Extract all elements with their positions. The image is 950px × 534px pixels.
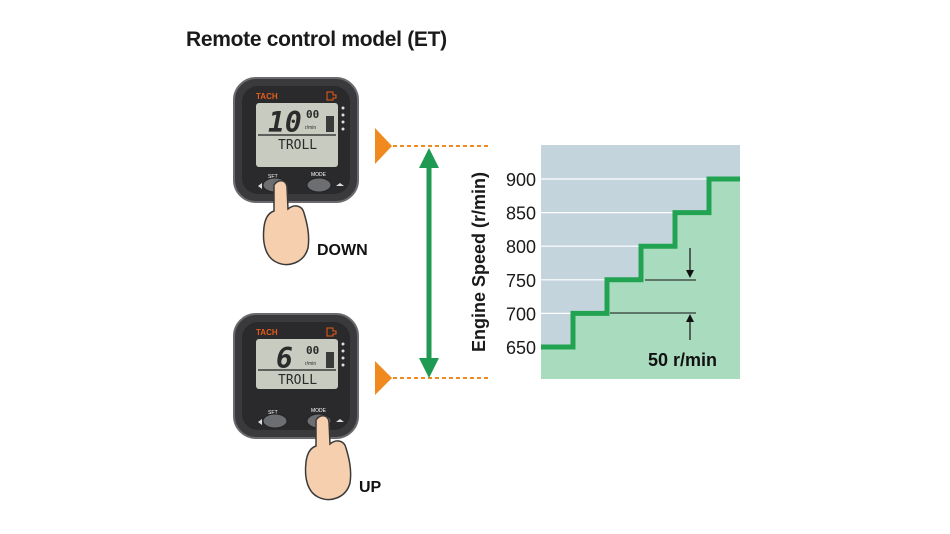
tachometer-gauge-bottom: TACH 6 00 r/min TROLL SET MODE: [233, 313, 359, 439]
indicator-dots: [341, 106, 345, 131]
up-arrow-icon: [336, 419, 344, 422]
down-arrow-icon: [258, 183, 262, 189]
set-button[interactable]: [262, 413, 288, 429]
engine-speed-step-chart: 900 850 800 750 700 650: [506, 145, 740, 379]
up-arrow-icon: [336, 183, 344, 186]
engine-icon: [326, 327, 337, 337]
up-label: UP: [359, 479, 382, 496]
y-tick-label: 700: [506, 304, 536, 324]
mode-display: TROLL: [278, 138, 317, 153]
pressing-hand-icon-top: [262, 180, 310, 266]
mode-button-label: MODE: [311, 172, 327, 178]
diagram-title: Remote control model (ET): [186, 28, 447, 51]
rpm-unit: r/min: [305, 125, 316, 131]
rpm-unit: r/min: [305, 361, 316, 367]
y-tick-label: 650: [506, 338, 536, 358]
rpm-small-digits: 00: [306, 108, 319, 121]
marker-triangle-top: [375, 128, 392, 164]
y-tick-label: 850: [506, 204, 536, 224]
y-tick-label: 800: [506, 237, 536, 257]
marker-triangle-bottom: [375, 361, 392, 395]
set-button-label: SET: [268, 410, 278, 416]
y-axis-label: Engine Speed (r/min): [469, 172, 489, 352]
tach-brand-label: TACH: [256, 328, 278, 337]
step-annotation: 50 r/min: [610, 248, 717, 370]
y-tick-label: 900: [506, 170, 536, 190]
mode-display: TROLL: [278, 373, 317, 388]
down-label: DOWN: [317, 242, 368, 259]
tach-brand-label: TACH: [256, 92, 278, 101]
tachometer-gauge-top: TACH 10 00 r/min TROLL SET MODE: [233, 77, 359, 203]
step-series-line: [541, 176, 740, 350]
down-arrow-icon: [258, 419, 262, 425]
engine-icon: [326, 91, 337, 101]
mode-button[interactable]: [306, 177, 332, 193]
rpm-digits: 10: [268, 106, 302, 139]
step-size-label: 50 r/min: [648, 350, 717, 370]
bar-graph-icon: [326, 116, 334, 132]
indicator-dots: [341, 342, 345, 367]
pressing-hand-icon-bottom: [304, 415, 352, 501]
bar-graph-icon: [326, 352, 334, 368]
rpm-small-digits: 00: [306, 344, 319, 357]
mode-button-label: MODE: [311, 408, 327, 414]
y-tick-label: 750: [506, 271, 536, 291]
rpm-digits: 6: [276, 342, 293, 375]
lcd-screen: [256, 339, 338, 389]
set-button-label: SET: [268, 174, 278, 180]
